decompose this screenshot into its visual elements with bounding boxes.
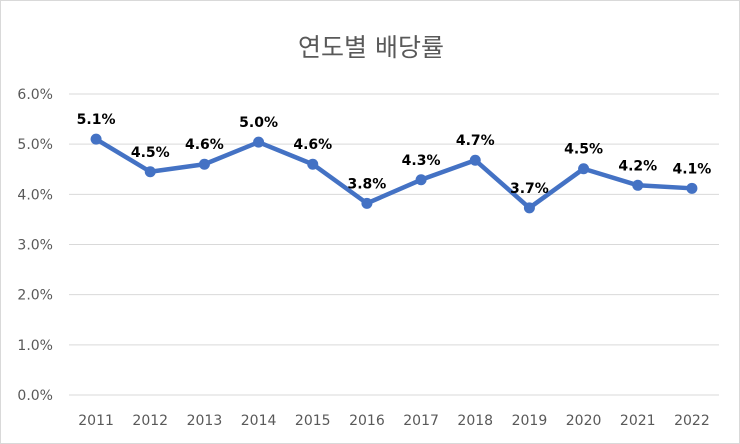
data-label: 4.6% <box>185 137 224 153</box>
x-tick-label: 2022 <box>674 413 710 429</box>
y-tick-label: 5.0% <box>17 137 53 153</box>
x-tick-label: 2013 <box>187 413 223 429</box>
y-axis-ticks: 0.0% 1.0% 2.0% 3.0% 4.0% 5.0% 6.0% <box>17 87 53 404</box>
x-tick-label: 2014 <box>241 413 277 429</box>
data-label: 4.7% <box>456 133 495 149</box>
data-point <box>90 133 102 145</box>
x-tick-label: 2019 <box>512 413 548 429</box>
data-point <box>415 174 427 186</box>
x-tick-label: 2017 <box>403 413 439 429</box>
gridlines <box>69 93 719 396</box>
x-tick-label: 2021 <box>620 413 656 429</box>
x-tick-label: 2015 <box>295 413 331 429</box>
y-tick-label: 3.0% <box>17 238 53 254</box>
data-point <box>578 163 590 175</box>
y-tick-label: 0.0% <box>17 388 53 404</box>
series-line <box>93 136 695 211</box>
data-point <box>686 182 698 194</box>
data-label: 4.6% <box>293 137 332 153</box>
series-line-group <box>90 133 698 214</box>
x-tick-label: 2012 <box>132 413 168 429</box>
data-label: 5.0% <box>239 115 278 131</box>
data-point <box>361 197 373 209</box>
data-point <box>523 202 535 214</box>
x-tick-label: 2016 <box>349 413 385 429</box>
data-label: 4.5% <box>564 142 603 158</box>
y-tick-label: 4.0% <box>17 187 53 203</box>
x-tick-label: 2011 <box>78 413 114 429</box>
data-point <box>307 158 319 170</box>
data-point <box>632 179 644 191</box>
data-label-group: 5.1% 4.5% 4.6% 5.0% 4.6% 3.8% 4.3% 4.7% 3.7% 4.5%… <box>77 112 712 197</box>
data-point <box>253 136 265 148</box>
x-tick-label: 2020 <box>566 413 602 429</box>
y-tick-label: 6.0% <box>17 87 53 103</box>
data-label: 4.5% <box>131 145 170 161</box>
data-label: 4.3% <box>402 153 441 169</box>
data-point <box>144 166 156 178</box>
data-point <box>469 154 481 166</box>
x-tick-label: 2018 <box>457 413 493 429</box>
data-label: 3.7% <box>510 181 549 197</box>
data-point <box>198 158 210 170</box>
data-label: 3.8% <box>348 176 387 192</box>
data-label: 5.1% <box>77 112 116 128</box>
data-label: 4.2% <box>618 158 657 174</box>
chart-title: 연도별 배당률 <box>298 33 444 62</box>
data-label: 4.1% <box>673 161 712 177</box>
y-tick-label: 2.0% <box>17 288 53 304</box>
y-tick-label: 1.0% <box>17 338 53 354</box>
x-axis-ticks: 2011 2012 2013 2014 2015 2016 2017 2018 2019 2020… <box>78 413 709 429</box>
